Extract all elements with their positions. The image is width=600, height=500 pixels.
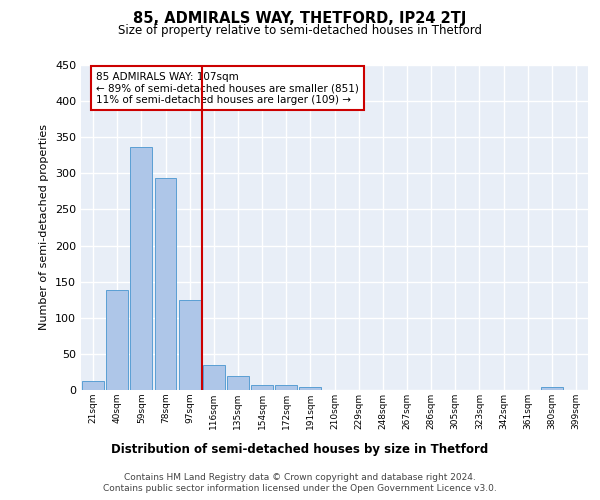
Bar xyxy=(155,178,176,390)
Bar xyxy=(299,387,321,390)
Bar xyxy=(130,146,152,390)
Bar xyxy=(227,376,249,390)
Text: Distribution of semi-detached houses by size in Thetford: Distribution of semi-detached houses by … xyxy=(112,442,488,456)
Bar xyxy=(251,385,273,390)
Text: Contains public sector information licensed under the Open Government Licence v3: Contains public sector information licen… xyxy=(103,484,497,493)
Bar xyxy=(82,380,104,390)
Text: Contains HM Land Registry data © Crown copyright and database right 2024.: Contains HM Land Registry data © Crown c… xyxy=(124,472,476,482)
Text: Size of property relative to semi-detached houses in Thetford: Size of property relative to semi-detach… xyxy=(118,24,482,37)
Bar xyxy=(106,290,128,390)
Bar xyxy=(541,387,563,390)
Bar xyxy=(179,300,200,390)
Text: 85, ADMIRALS WAY, THETFORD, IP24 2TJ: 85, ADMIRALS WAY, THETFORD, IP24 2TJ xyxy=(133,11,467,26)
Bar xyxy=(203,366,224,390)
Text: 85 ADMIRALS WAY: 107sqm
← 89% of semi-detached houses are smaller (851)
11% of s: 85 ADMIRALS WAY: 107sqm ← 89% of semi-de… xyxy=(96,72,359,104)
Bar xyxy=(275,385,297,390)
Y-axis label: Number of semi-detached properties: Number of semi-detached properties xyxy=(40,124,49,330)
